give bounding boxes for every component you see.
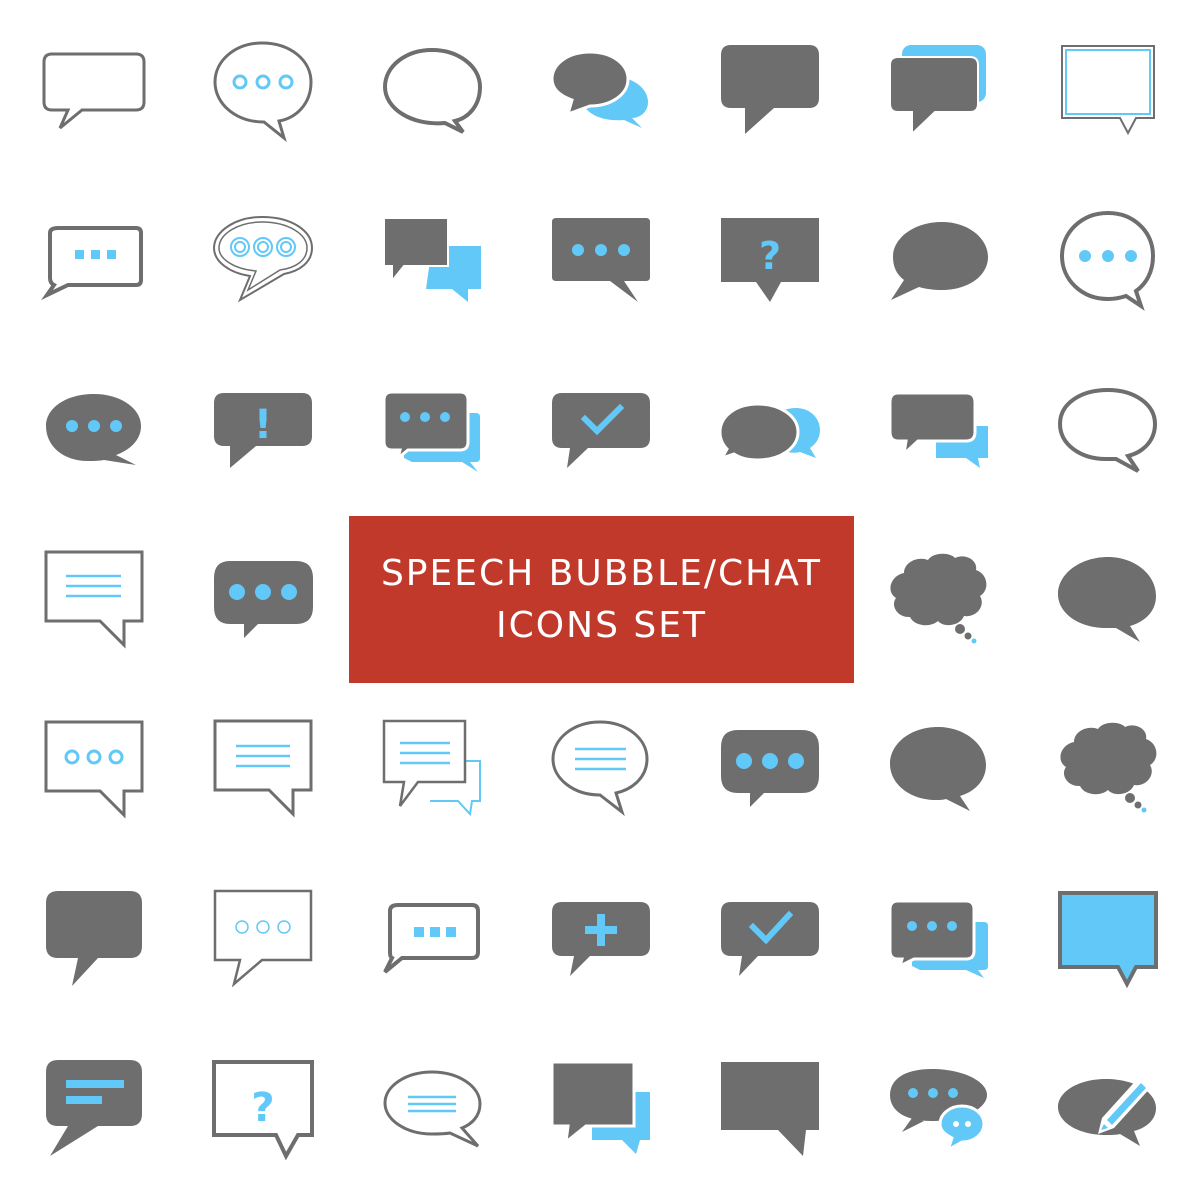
speech-bubble-outline-lines-rect-icon[interactable] <box>213 719 313 818</box>
exclamation-glyph: ! <box>254 402 272 448</box>
speech-bubbles-square-pair-alt-icon[interactable] <box>550 1060 650 1154</box>
speech-bubble-oval-dots-icon[interactable] <box>46 394 141 465</box>
speech-bubbles-square-pair-icon[interactable] <box>383 217 481 302</box>
banner-title-line2: ICONS SET <box>496 605 707 646</box>
speech-bubble-outline-question-icon[interactable]: ? <box>212 1060 314 1161</box>
speech-bubble-outline-oval-rings-icon[interactable] <box>212 215 314 303</box>
title-banner: SPEECH BUBBLE/CHAT ICONS SET <box>349 516 854 683</box>
speech-bubble-blue-fill-icon[interactable] <box>1058 891 1158 989</box>
banner-title-line1: SPEECH BUBBLE/CHAT <box>380 553 823 594</box>
speech-bubble-outline-oval-lines-icon[interactable] <box>551 720 649 817</box>
thought-bubble-cloud-alt-icon[interactable] <box>1060 722 1157 813</box>
speech-bubble-question-icon[interactable]: ? <box>721 218 819 302</box>
speech-bubble-filled-rect-icon[interactable] <box>721 45 819 134</box>
speech-bubble-outline-lines-icon[interactable] <box>44 550 144 649</box>
speech-bubble-outline-oval-icon[interactable] <box>382 47 483 134</box>
speech-bubble-text-lines-icon[interactable] <box>46 1060 142 1156</box>
speech-bubble-exclamation-icon[interactable]: ! <box>214 393 312 468</box>
thought-bubble-cloud-icon[interactable] <box>890 553 987 644</box>
speech-bubble-check-alt-icon[interactable] <box>721 902 819 976</box>
speech-bubble-outline-oval-lines-alt-icon[interactable] <box>383 1070 482 1148</box>
speech-bubble-filled-round-icon[interactable] <box>891 222 988 300</box>
question-mark-glyph-alt: ? <box>251 1085 274 1131</box>
speech-bubbles-stacked-rect-icon[interactable] <box>889 45 986 137</box>
speech-bubble-pencil-icon[interactable] <box>1058 1076 1156 1146</box>
speech-bubble-filled-dots-icon[interactable] <box>552 218 650 302</box>
speech-bubble-filled-oval-icon[interactable] <box>1058 557 1156 642</box>
speech-bubble-filled-oval-alt-icon[interactable] <box>890 727 986 811</box>
question-mark-glyph: ? <box>759 234 781 278</box>
speech-bubble-double-outline-rect-icon[interactable] <box>1061 45 1155 136</box>
speech-bubble-outline-oval-large-icon[interactable] <box>1057 387 1158 473</box>
speech-bubble-outline-squares-alt-icon[interactable] <box>383 903 480 974</box>
speech-bubbles-outline-lines-pair-icon[interactable] <box>382 719 481 817</box>
speech-bubble-filled-rounded-icon[interactable] <box>46 891 142 986</box>
speech-bubble-outline-rect-icon[interactable] <box>42 52 146 130</box>
speech-bubble-outline-squares-icon[interactable] <box>41 226 143 301</box>
speech-bubble-outline-oval-dots-icon[interactable] <box>213 41 313 143</box>
speech-bubbles-oval-pair-icon[interactable] <box>550 50 648 128</box>
speech-bubble-pill-dots-large-icon[interactable] <box>721 730 819 807</box>
speech-bubble-plus-icon[interactable] <box>552 902 650 976</box>
speech-bubbles-dots-pair-icon[interactable] <box>382 390 480 472</box>
speech-bubble-check-icon[interactable] <box>552 393 650 468</box>
speech-bubbles-oval-small-pair-icon[interactable] <box>718 402 820 462</box>
speech-bubble-outline-circle-dots-icon[interactable] <box>1059 210 1156 311</box>
speech-bubble-pill-dots-icon[interactable] <box>214 561 313 638</box>
speech-bubbles-rect-small-pair-icon[interactable] <box>888 391 988 468</box>
speech-bubble-filled-square-icon[interactable] <box>721 1062 819 1156</box>
speech-bubble-outline-circle-dots-rect-icon[interactable] <box>44 720 144 819</box>
speech-bubble-outline-light-dots-icon[interactable] <box>213 889 313 988</box>
speech-bubbles-dots-chat-icon[interactable] <box>890 1069 987 1154</box>
speech-bubbles-dots-pair-alt-icon[interactable] <box>888 899 988 978</box>
